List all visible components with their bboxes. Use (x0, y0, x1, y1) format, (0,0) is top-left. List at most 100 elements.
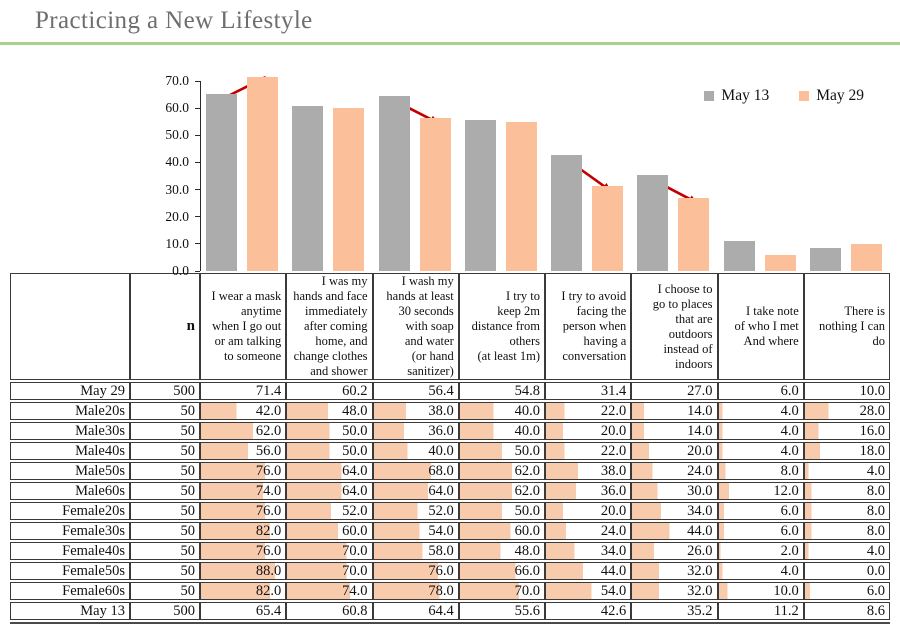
value-cell: 11.2 (717, 602, 804, 620)
n-cell: 50 (130, 562, 200, 580)
value-cell: 70.0 (286, 562, 373, 580)
value-cell: 60.8 (286, 602, 373, 620)
y-axis-tick (195, 270, 200, 272)
value-cell: 65.4 (200, 602, 287, 620)
n-cell: 50 (130, 462, 200, 480)
value-cell: 34.0 (631, 502, 718, 520)
row-label-cell: Female30s (10, 522, 130, 540)
value-cell: 10.0 (803, 382, 890, 400)
value-cell: 12.0 (717, 482, 804, 500)
value-cell: 76.0 (200, 502, 287, 520)
value-cell: 54.8 (458, 382, 545, 400)
table-header-row: n I wear a mask anytime when I go out or… (10, 273, 890, 380)
bar-may29-cat7 (764, 254, 796, 271)
value-cell: 66.0 (458, 562, 545, 580)
n-cell: 50 (130, 422, 200, 440)
row-label-cell: Male40s (10, 442, 130, 460)
bar-may13-cat3 (378, 96, 410, 271)
value-cell: 64.0 (372, 482, 459, 500)
value-cell: 4.0 (717, 442, 804, 460)
value-cell: 20.0 (631, 442, 718, 460)
value-cell: 20.0 (545, 502, 632, 520)
value-cell: 62.0 (458, 482, 545, 500)
row-label-cell: Male50s (10, 462, 130, 480)
value-cell: 35.2 (631, 602, 718, 620)
row-label-cell: May 13 (10, 602, 130, 620)
value-cell: 8.0 (803, 522, 890, 540)
value-cell: 42.0 (200, 402, 287, 420)
value-cell: 62.0 (458, 462, 545, 480)
y-axis-label: 20.0 (165, 208, 189, 224)
row-label-cell: Male30s (10, 422, 130, 440)
bar-may13-cat5 (551, 155, 582, 271)
value-cell: 70.0 (458, 582, 545, 600)
value-cell: 20.0 (545, 422, 632, 440)
table-row-female40s: Female40s 50 76.0 70.0 58.0 48.0 34.0 26.0 2.0 4.… (10, 542, 890, 560)
y-axis-line (200, 81, 201, 271)
table-row-male40s: Male40s 50 56.0 50.0 40.0 50.0 22.0 20.0 4.0 18.0 (10, 442, 890, 460)
legend: May 13 May 29 (704, 87, 864, 105)
n-cell: 50 (130, 542, 200, 560)
value-cell: 40.0 (458, 422, 545, 440)
value-cell: 4.0 (717, 402, 804, 420)
value-cell: 68.0 (372, 462, 459, 480)
y-axis-tick (195, 161, 200, 163)
table-row-male30s: Male30s 50 62.0 50.0 36.0 40.0 20.0 14.0 4.0 16.0 (10, 422, 890, 440)
n-cell: 50 (130, 582, 200, 600)
y-axis: 0.0 10.0 20.0 30.0 40.0 50.0 60.0 70.0 (10, 61, 200, 278)
value-cell: 26.0 (631, 542, 718, 560)
value-cell: 50.0 (458, 442, 545, 460)
value-cell: 8.6 (803, 602, 890, 620)
row-label-cell: Female50s (10, 562, 130, 580)
value-cell: 56.4 (372, 382, 459, 400)
legend-item-may13: May 13 (704, 87, 769, 105)
value-cell: 40.0 (458, 402, 545, 420)
data-table: n I wear a mask anytime when I go out or… (10, 271, 890, 624)
legend-swatch-may29 (799, 91, 810, 101)
page-title: Practicing a New Lifestyle (35, 7, 313, 34)
value-cell: 48.0 (286, 402, 373, 420)
bar-may13-cat2 (292, 105, 324, 271)
value-cell: 6.0 (717, 522, 804, 540)
y-axis-label: 50.0 (165, 127, 189, 143)
bar-may13-cat4 (464, 120, 496, 271)
value-cell: 56.0 (200, 442, 287, 460)
legend-label-may13: May 13 (721, 87, 770, 104)
value-cell: 28.0 (803, 402, 890, 420)
y-axis-tick (195, 80, 200, 82)
value-cell: 82.0 (200, 522, 287, 540)
value-cell: 14.0 (631, 422, 718, 440)
category-header-5: I try to avoid facing the person when ha… (545, 273, 632, 380)
bar-may29-cat1 (247, 77, 278, 271)
value-cell: 4.0 (717, 422, 804, 440)
value-cell: 50.0 (286, 422, 373, 440)
value-cell: 42.6 (545, 602, 632, 620)
row-label-column-header (10, 273, 130, 380)
n-column-header: n (130, 273, 200, 380)
y-axis-label: 30.0 (165, 181, 189, 197)
value-cell: 8.0 (717, 462, 804, 480)
value-cell: 52.0 (372, 502, 459, 520)
value-cell: 44.0 (545, 562, 632, 580)
value-cell: 6.0 (717, 502, 804, 520)
value-cell: 38.0 (545, 462, 632, 480)
category-header-7: I take note of who I met And where (717, 273, 804, 380)
value-cell: 27.0 (631, 382, 718, 400)
y-axis-tick (195, 107, 200, 109)
legend-swatch-may13 (704, 91, 715, 101)
table-row-female20s: Female20s 50 76.0 52.0 52.0 50.0 20.0 34.0 6.0 8.… (10, 502, 890, 520)
title-bar: Practicing a New Lifestyle (0, 7, 900, 45)
report-slide: Practicing a New Lifestyle 0.0 10.0 20.0 30… (0, 7, 900, 624)
n-cell: 500 (130, 382, 200, 400)
value-cell: 82.0 (200, 582, 287, 600)
bar-may13-cat6 (637, 175, 669, 271)
value-cell: 4.0 (803, 542, 890, 560)
n-cell: 50 (130, 402, 200, 420)
bar-may29-cat2 (333, 107, 365, 271)
bar-may29-cat8 (850, 243, 882, 271)
value-cell: 76.0 (372, 562, 459, 580)
table-row-may13: May 13 500 65.4 60.8 64.4 55.6 42.6 35.2 11.2 8.6 (10, 602, 890, 620)
value-cell: 62.0 (200, 422, 287, 440)
value-cell: 52.0 (286, 502, 373, 520)
value-cell: 60.0 (286, 522, 373, 540)
